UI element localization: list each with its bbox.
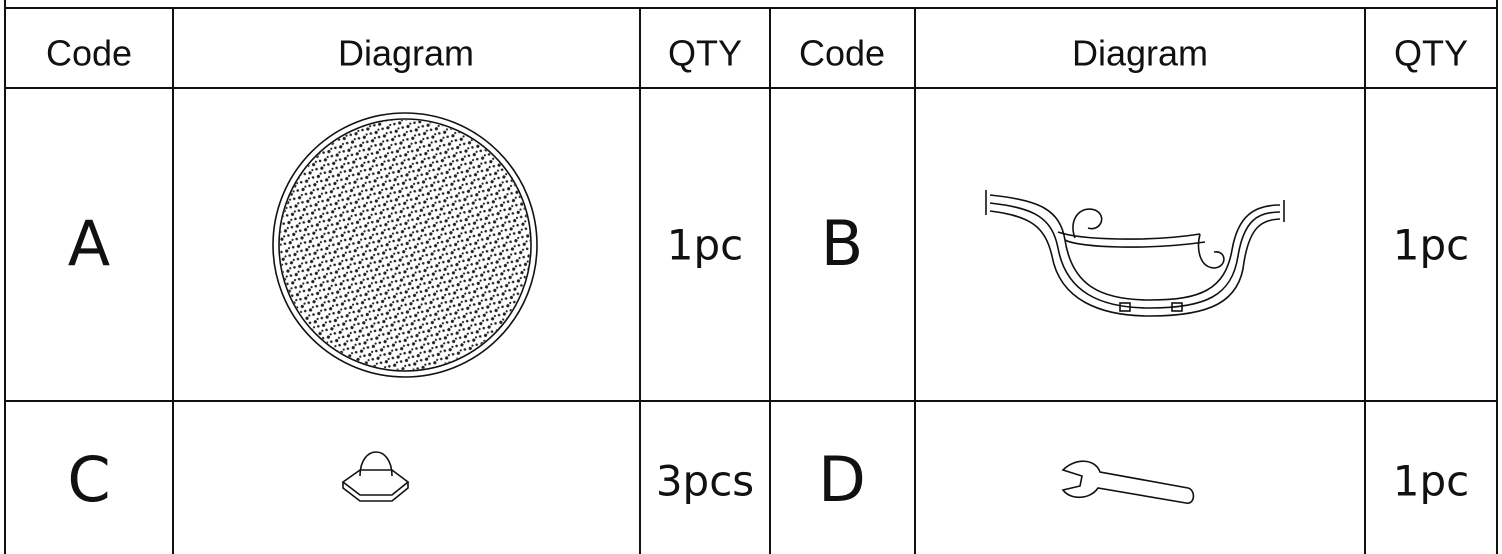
diagram-d [1061, 460, 1195, 504]
qty-cell: 3pcs [656, 457, 754, 506]
qty-cell: 1pc [1393, 221, 1469, 270]
header-cell: QTY [1394, 33, 1468, 74]
code-cell: D [818, 443, 866, 516]
diagram-b [985, 190, 1285, 317]
diagram-a [272, 112, 538, 378]
qty-cell: 1pc [667, 221, 743, 270]
header-cell: Diagram [338, 33, 474, 74]
code-cell: A [68, 207, 110, 280]
header-cell: Code [46, 33, 132, 74]
diagram-c [341, 451, 410, 502]
header-cell: Code [799, 33, 885, 74]
header-cell: QTY [668, 33, 742, 74]
table-grid [4, 0, 1498, 554]
code-cell: C [67, 443, 110, 516]
header-cell: Diagram [1072, 33, 1208, 74]
code-cell: B [821, 207, 864, 280]
qty-cell: 1pc [1393, 457, 1469, 506]
